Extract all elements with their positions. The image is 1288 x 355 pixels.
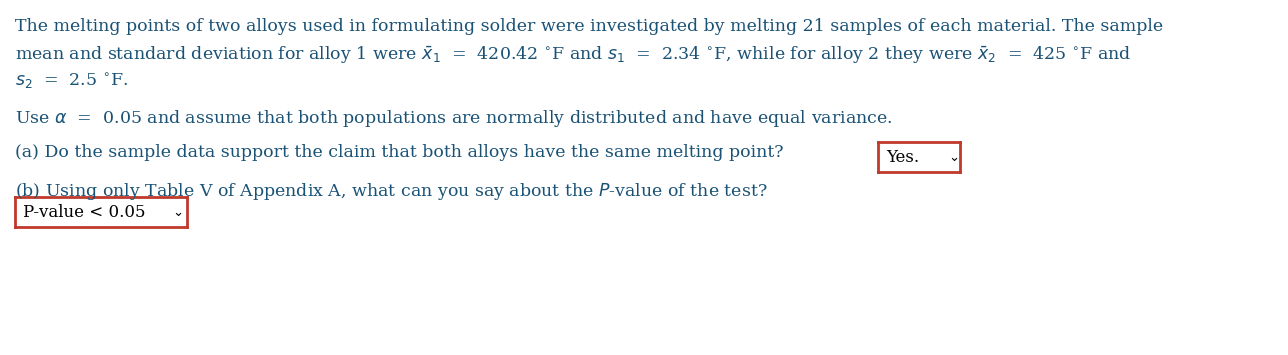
Text: (a) Do the sample data support the claim that both alloys have the same melting : (a) Do the sample data support the claim… <box>15 144 783 161</box>
Text: mean and standard deviation for alloy 1 were $\bar{x}_1$  =  420.42 $^{\circ}$F : mean and standard deviation for alloy 1 … <box>15 44 1132 66</box>
Text: Use $\alpha$  =  0.05 and assume that both populations are normally distributed : Use $\alpha$ = 0.05 and assume that both… <box>15 108 893 129</box>
Text: P-value < 0.05: P-value < 0.05 <box>23 203 146 220</box>
Text: $s_2$  =  2.5 $^{\circ}$F.: $s_2$ = 2.5 $^{\circ}$F. <box>15 71 129 91</box>
Text: Yes.: Yes. <box>886 148 920 165</box>
Text: The melting points of two alloys used in formulating solder were investigated by: The melting points of two alloys used in… <box>15 18 1163 35</box>
Text: ⌄: ⌄ <box>948 151 960 164</box>
Text: ⌄: ⌄ <box>173 206 183 218</box>
Text: (b) Using only Table V of Appendix A, what can you say about the $P$-value of th: (b) Using only Table V of Appendix A, wh… <box>15 180 768 202</box>
